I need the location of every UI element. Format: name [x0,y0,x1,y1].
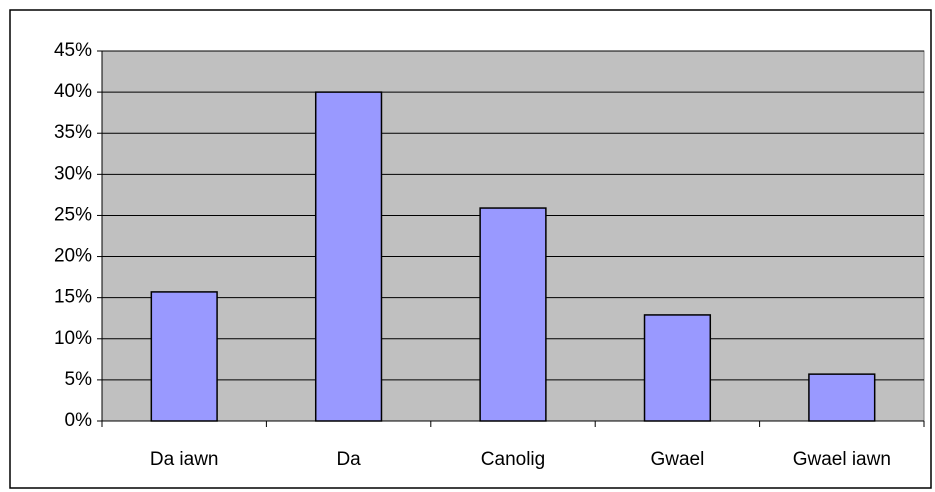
y-tick-label: 10% [54,328,92,349]
x-tick-label: Da [336,449,361,470]
y-tick-label: 25% [54,204,92,225]
y-tick-label: 0% [65,410,93,431]
y-tick-label: 5% [65,369,93,390]
y-tick-label: 15% [54,287,92,308]
y-tick-label: 20% [54,246,92,267]
y-tick-label: 45% [54,40,92,61]
y-tick-label: 40% [54,81,92,102]
bar [150,291,218,422]
bar [643,314,712,422]
x-tick-label: Canolig [481,449,545,470]
bar [479,207,547,422]
bar [808,373,876,422]
x-tick-label: Da iawn [150,449,219,470]
bar [314,91,383,422]
y-tick-label: 30% [54,163,92,184]
x-tick-label: Gwael [650,449,704,470]
x-tick-label: Gwael iawn [793,449,891,470]
y-tick-label: 35% [54,122,92,143]
